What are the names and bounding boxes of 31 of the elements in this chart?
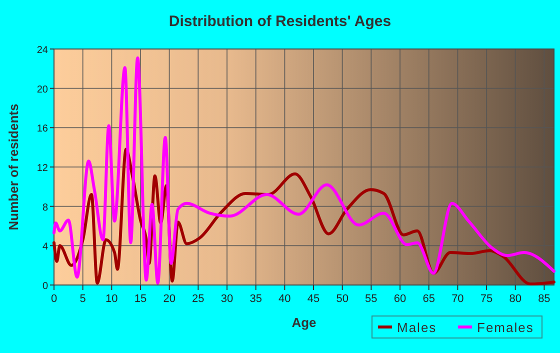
y-tick-label: 16 (36, 124, 48, 135)
legend-label: Males (397, 320, 437, 335)
x-tick-label: 30 (220, 293, 234, 305)
y-tick-label: 20 (36, 84, 48, 96)
x-tick-label: 65 (422, 293, 435, 305)
line-series (52, 56, 556, 285)
x-tick-label: 35 (250, 293, 262, 305)
x-tick-label: 40 (278, 293, 291, 305)
x-tick-label: 55 (365, 293, 378, 305)
y-tick-label: 24 (36, 45, 48, 56)
x-tick-label: 85 (538, 293, 550, 305)
y-axis-title: Number of residents (6, 104, 21, 230)
y-tick-label: 8 (42, 202, 48, 214)
x-tick-label: 70 (452, 293, 464, 305)
x-tick-label: 10 (106, 293, 118, 305)
y-tick-label: 12 (36, 163, 48, 174)
x-tick-label: 15 (134, 293, 147, 305)
x-tick-label: 5 (80, 293, 86, 305)
y-tick-label: 0 (42, 281, 48, 292)
x-tick-label: 60 (394, 293, 406, 305)
x-tick-label: 80 (509, 293, 522, 305)
legend-label: Females (477, 320, 534, 335)
x-tick-label: 50 (336, 293, 348, 305)
chart-title: Distribution of Residents' Ages (168, 13, 392, 30)
x-tick-label: 20 (163, 293, 176, 305)
x-tick-label: 75 (480, 293, 493, 305)
x-tick-label: 45 (307, 293, 320, 305)
x-tick-label: 0 (50, 293, 58, 305)
x-axis-title: Age (292, 315, 316, 330)
y-tick-label: 4 (42, 242, 48, 253)
x-tick-label: 25 (192, 293, 204, 305)
